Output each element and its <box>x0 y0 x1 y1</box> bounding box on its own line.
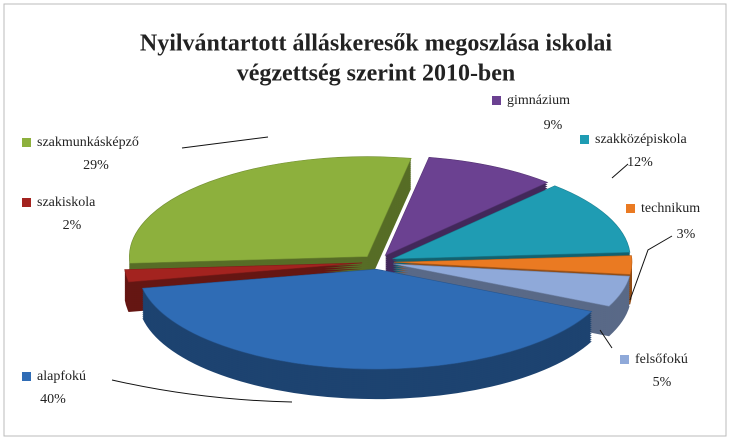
slice-side <box>124 266 363 287</box>
value-label: 12% <box>627 155 653 170</box>
slice <box>124 262 363 283</box>
value-label: 2% <box>63 218 82 233</box>
leader-line <box>629 235 673 301</box>
slice-side <box>124 264 363 285</box>
legend-swatch <box>580 135 589 144</box>
leader-line <box>611 163 629 179</box>
legend-swatch <box>22 372 31 381</box>
slice-side <box>124 268 363 289</box>
chart-title: Nyilvántartott álláskeresők megoszlása i… <box>140 31 613 57</box>
value-label: 3% <box>677 227 696 242</box>
chart-title: végzettség szerint 2010-ben <box>237 61 516 87</box>
category-label: gimnázium <box>507 93 570 108</box>
legend-swatch <box>626 204 635 213</box>
slice <box>392 185 631 260</box>
value-label: 9% <box>544 118 563 133</box>
legend-swatch <box>22 138 31 147</box>
slice <box>393 263 631 307</box>
legend-swatch <box>620 355 629 364</box>
slice <box>393 255 633 275</box>
category-label: technikum <box>641 201 700 216</box>
legend-swatch <box>22 198 31 207</box>
category-label: szakközépiskola <box>595 132 688 147</box>
leader-line <box>111 379 293 403</box>
leader-line <box>599 329 613 349</box>
category-label: alapfokú <box>37 369 86 384</box>
slice <box>129 156 412 264</box>
category-label: felsőfokú <box>635 352 688 367</box>
leader-line <box>181 136 269 149</box>
value-label: 40% <box>40 392 66 407</box>
value-label: 29% <box>83 158 109 173</box>
slice <box>384 156 549 257</box>
category-label: szakmunkásképző <box>37 135 139 150</box>
slice <box>141 268 593 370</box>
legend-swatch <box>492 96 501 105</box>
value-label: 5% <box>653 375 672 390</box>
category-label: szakiskola <box>37 195 96 210</box>
